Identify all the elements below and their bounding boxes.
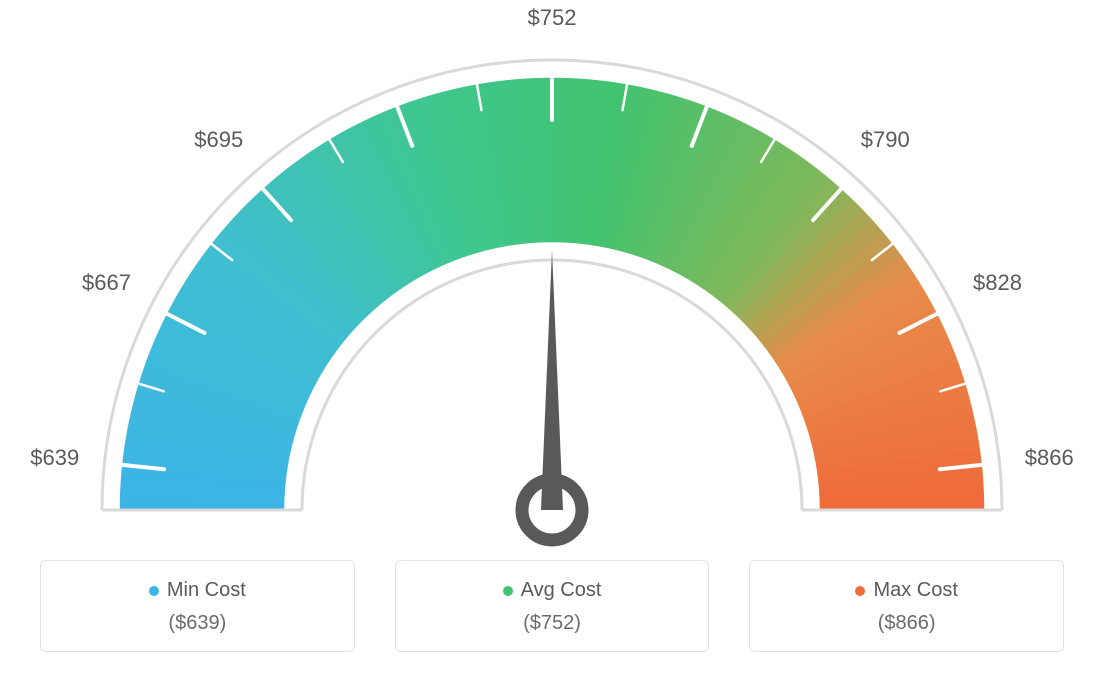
gauge-tick-label: $639 (30, 445, 79, 471)
gauge-tick-label: $866 (1025, 445, 1074, 471)
legend-value-avg: ($752) (406, 612, 699, 635)
legend-title-avg: Avg Cost (503, 579, 602, 602)
dot-icon-max (855, 586, 865, 596)
legend: Min Cost ($639) Avg Cost ($752) Max Cost… (0, 560, 1104, 652)
gauge-tick-label: $790 (861, 127, 910, 153)
gauge-tick-label: $695 (194, 127, 243, 153)
dot-icon-avg (503, 586, 513, 596)
legend-title-min: Min Cost (149, 579, 246, 602)
legend-title-max: Max Cost (855, 579, 957, 602)
legend-value-max: ($866) (760, 612, 1053, 635)
legend-value-min: ($639) (51, 612, 344, 635)
legend-card-min: Min Cost ($639) (40, 560, 355, 652)
legend-label-max: Max Cost (873, 579, 957, 602)
gauge-tick-label: $828 (973, 270, 1022, 296)
legend-label-avg: Avg Cost (521, 579, 602, 602)
dot-icon-min (149, 586, 159, 596)
legend-card-max: Max Cost ($866) (749, 560, 1064, 652)
gauge-tick-label: $752 (528, 5, 577, 31)
gauge-tick-label: $667 (82, 270, 131, 296)
gauge-svg (0, 0, 1104, 560)
legend-label-min: Min Cost (167, 579, 246, 602)
gauge-chart: $639 $667 $695 $752 $790 $828 $866 (0, 0, 1104, 560)
gauge-needle (541, 250, 563, 510)
legend-card-avg: Avg Cost ($752) (395, 560, 710, 652)
